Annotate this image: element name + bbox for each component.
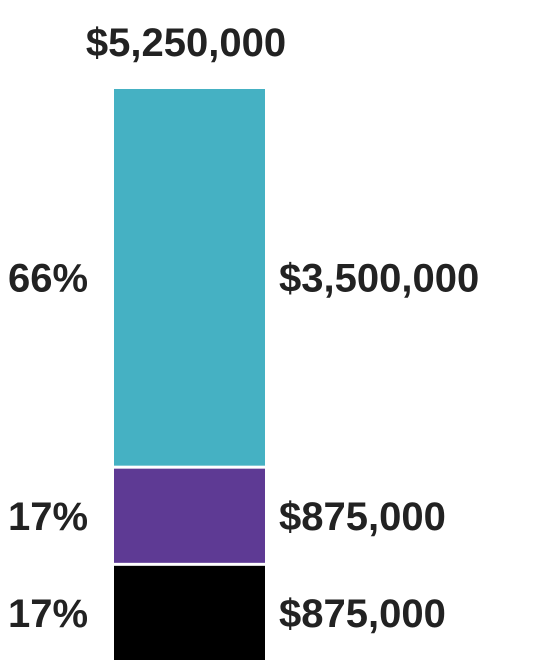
total-label: $5,250,000 bbox=[86, 21, 286, 65]
bar-segments: 66% $3,500,000 17% $875,000 17% $875,000 bbox=[8, 89, 479, 660]
value-label-2: $875,000 bbox=[279, 495, 446, 539]
bar-segment-3 bbox=[114, 565, 265, 660]
value-label-3: $875,000 bbox=[279, 592, 446, 636]
bar-segment-1 bbox=[114, 89, 265, 466]
percent-label-3: 17% bbox=[8, 592, 88, 636]
bar-segment-2 bbox=[114, 468, 265, 563]
percent-label-2: 17% bbox=[8, 495, 88, 539]
percent-label-1: 66% bbox=[8, 256, 88, 300]
value-label-1: $3,500,000 bbox=[279, 256, 479, 300]
